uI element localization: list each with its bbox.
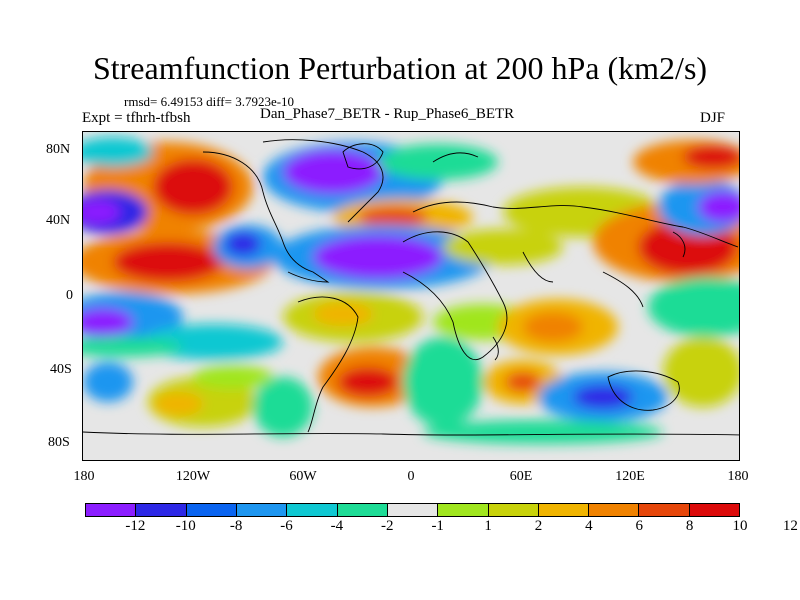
coast-africa [402, 231, 508, 360]
blob-neg [573, 385, 633, 409]
colorbar-label: 8 [685, 518, 694, 534]
colorbar-label: -2 [381, 518, 394, 534]
colorbar-swatch [86, 504, 137, 516]
coast-north-america [202, 151, 330, 283]
colorbar-swatch [538, 504, 590, 516]
coast-india [522, 251, 554, 283]
colorbar-label: -8 [229, 518, 243, 534]
x-tick-label: 180 [727, 469, 749, 484]
blob-pos [505, 372, 541, 392]
colorbar-swatch [689, 504, 740, 516]
colorbar-label: 12 [782, 518, 798, 534]
colorbar-label: 2 [534, 518, 543, 534]
colorbar-swatch [287, 504, 338, 516]
coast-scandinavia [432, 152, 479, 163]
x-tick-label: 60E [509, 469, 533, 484]
blob-pos [338, 367, 398, 397]
colorbar-swatch [438, 504, 489, 516]
x-tick-label: 120W [175, 469, 211, 484]
blob-neg [83, 362, 133, 402]
blob-neg [83, 308, 133, 336]
blob-neg [378, 144, 498, 180]
coast-canada [262, 139, 384, 223]
coast-greenland [342, 143, 384, 170]
colorbar-swatch [136, 504, 187, 516]
blob-neg [83, 337, 183, 357]
colorbar-label: -10 [175, 518, 196, 534]
coastlines [83, 139, 739, 436]
colorbar-swatch [236, 504, 288, 516]
coast-antarctica [83, 431, 739, 436]
blob-neg [83, 137, 153, 167]
colorbar-label: -6 [280, 518, 293, 534]
y-tick-label: 0 [66, 288, 73, 303]
blob-neg [283, 150, 383, 194]
y-tick-label: 40S [50, 362, 72, 377]
colorbar-swatch [337, 504, 388, 516]
blob-neg [83, 200, 120, 224]
blob-pos [113, 242, 223, 282]
colorbar-label: 10 [732, 518, 748, 534]
y-tick-label: 80S [48, 435, 70, 450]
colorbar-label: -12 [125, 518, 146, 534]
blob-neg [403, 337, 483, 427]
y-tick-label: 40N [46, 213, 71, 228]
blob-neg [698, 191, 739, 223]
blob-pos [523, 312, 583, 342]
blob-neg [423, 420, 663, 444]
colorbar-swatch [639, 504, 690, 516]
blob-pos [153, 392, 203, 416]
colorbar-swatch [387, 504, 439, 516]
coast-eurasia [412, 201, 739, 248]
blob-pos [193, 365, 273, 389]
x-tick-label: 120E [615, 469, 645, 484]
season-label: DJF [700, 110, 726, 126]
colorbar-label: 6 [635, 518, 643, 534]
coast-south-america [297, 296, 359, 433]
stats-label: rmsd= 6.49153 diff= 3.7923e-10 [124, 94, 295, 109]
blob-pos [683, 145, 739, 169]
blob-pos [153, 159, 233, 215]
colorbar-swatch [589, 504, 640, 516]
plot-title: Streamfunction Perturbation at 200 hPa (… [92, 50, 708, 86]
coast-australia [607, 370, 680, 411]
colorbar-label: 4 [585, 518, 593, 534]
x-tick-label: 0 [407, 469, 415, 484]
x-tick-label: 180 [73, 469, 95, 484]
plot-subtitle: Dan_Phase7_BETR - Rup_Phase6_BETR [260, 106, 515, 122]
y-tick-label: 80N [46, 142, 71, 157]
blob-pos [313, 302, 373, 326]
contour-fields [83, 137, 739, 444]
coast-japan [672, 231, 686, 258]
blob-pos [443, 229, 563, 265]
colorbar [85, 503, 740, 517]
blob-neg [143, 324, 283, 360]
blob-neg [313, 235, 443, 279]
colorbar-label: 1 [484, 518, 492, 534]
coast-se-asia [602, 271, 644, 308]
contour-map [83, 132, 739, 460]
colorbar-label: -4 [330, 518, 344, 534]
x-tick-label: 60W [289, 469, 317, 484]
colorbar-swatch [186, 504, 237, 516]
coast-madagascar [492, 336, 499, 361]
map-panel [82, 131, 740, 461]
blob-pos [663, 337, 739, 407]
experiment-label: Expt = tfhrh-tfbsh [82, 110, 191, 126]
colorbar-swatch [488, 504, 539, 516]
blob-neg [225, 232, 261, 256]
blob-neg [648, 277, 739, 337]
blob-neg [253, 377, 313, 437]
blob-pos [358, 207, 428, 227]
colorbar-label: -1 [431, 518, 444, 534]
